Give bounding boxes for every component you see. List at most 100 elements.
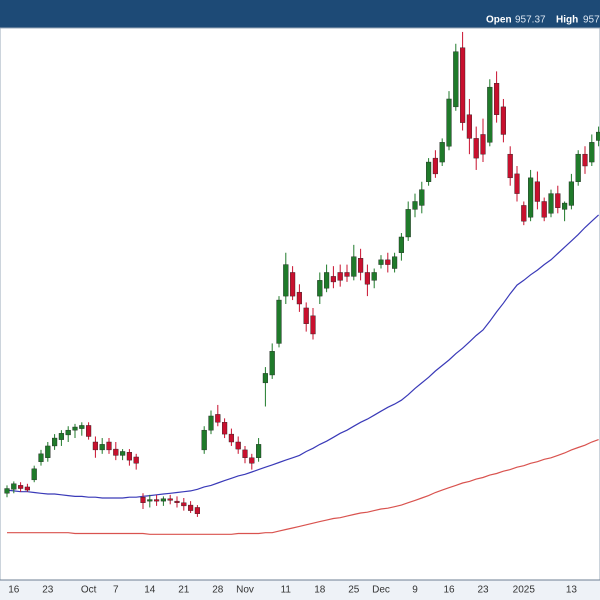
candle-body xyxy=(85,425,92,437)
x-tick-label: 18 xyxy=(314,585,326,596)
x-tick-label: 14 xyxy=(144,585,156,596)
candle-body xyxy=(262,373,269,384)
candle-body xyxy=(378,259,384,265)
candle-body xyxy=(303,307,309,324)
x-tick-label: 2025 xyxy=(513,585,536,596)
moving-average-line xyxy=(7,439,599,535)
candle-body xyxy=(45,445,51,458)
candle-body xyxy=(494,82,500,115)
candle-body xyxy=(174,500,180,503)
candle-body xyxy=(344,272,350,277)
candle-body xyxy=(514,173,520,194)
candle-body xyxy=(358,258,364,273)
candle-body xyxy=(460,47,466,123)
candle-body xyxy=(364,272,371,285)
candle-body xyxy=(330,276,337,283)
candle-body xyxy=(140,497,146,503)
candle-body xyxy=(290,272,296,297)
candle-body xyxy=(371,272,377,281)
candle-body xyxy=(235,441,241,450)
candle-body xyxy=(153,499,160,502)
candle-body xyxy=(317,280,323,297)
moving-average-line xyxy=(6,214,600,499)
candle-body xyxy=(405,209,411,238)
candle-body xyxy=(487,86,493,143)
candle-body xyxy=(92,441,99,451)
candle-body xyxy=(18,485,24,489)
candle-body xyxy=(562,202,568,210)
candle-body xyxy=(351,256,357,277)
candle-body xyxy=(582,153,588,167)
candle-body xyxy=(507,153,513,179)
x-tick-label: Dec xyxy=(372,585,390,596)
x-tick-label: 16 xyxy=(443,585,455,596)
x-tick-label: 28 xyxy=(212,585,224,596)
candle-body xyxy=(426,161,432,182)
candle-body xyxy=(194,507,201,514)
candle-body xyxy=(324,272,330,289)
candle-body xyxy=(228,433,235,443)
candle-body xyxy=(256,444,262,458)
candle-body xyxy=(208,415,214,431)
candle-body xyxy=(541,201,547,218)
candle-body xyxy=(79,425,85,429)
candle-body xyxy=(466,114,473,139)
candle-body xyxy=(473,138,479,159)
candle-body xyxy=(296,291,303,305)
candle-body xyxy=(11,483,17,490)
high-label: High xyxy=(556,15,578,26)
candle-body xyxy=(589,142,595,163)
candle-body xyxy=(534,181,541,202)
x-tick-label: Nov xyxy=(236,585,254,596)
candle-body xyxy=(221,422,228,435)
candle-body xyxy=(446,98,452,147)
candle-body xyxy=(99,444,105,451)
candle-body xyxy=(38,453,44,462)
candle-body xyxy=(106,441,112,451)
candle-body xyxy=(521,205,527,222)
candle-body xyxy=(500,106,507,135)
candle-body xyxy=(548,193,554,214)
candle-body xyxy=(167,498,173,501)
candle-body xyxy=(528,177,534,218)
candle-body xyxy=(215,414,221,423)
candle-body xyxy=(453,51,459,108)
candle-body xyxy=(52,437,58,447)
candle-body xyxy=(398,236,405,253)
candle-body xyxy=(439,142,445,163)
candle-body xyxy=(575,153,581,182)
candle-body xyxy=(126,452,133,461)
high-value: 957 xyxy=(583,15,600,26)
x-tick-label: 7 xyxy=(113,585,119,596)
candle-body xyxy=(412,201,418,210)
candle-body xyxy=(147,499,153,502)
candle-body xyxy=(65,429,71,436)
x-tick-label: Oct xyxy=(81,585,97,596)
x-axis-band xyxy=(0,580,600,600)
candle-body xyxy=(596,131,600,141)
candle-body xyxy=(160,498,167,502)
candle-body xyxy=(310,315,316,335)
candle-body xyxy=(283,264,289,297)
candle-body xyxy=(269,351,275,376)
candle-body xyxy=(24,486,31,491)
candle-body xyxy=(480,134,486,155)
x-tick-label: 23 xyxy=(477,585,489,596)
candle-body xyxy=(392,256,398,269)
candle-body xyxy=(31,468,37,481)
x-tick-label: 13 xyxy=(566,585,578,596)
candle-body xyxy=(72,426,78,431)
header-bar xyxy=(0,0,600,28)
candle-body xyxy=(555,193,561,208)
open-value: 957.37 xyxy=(515,15,546,26)
candle-body xyxy=(242,449,248,458)
candle-body xyxy=(385,259,391,265)
x-tick-label: 16 xyxy=(8,585,20,596)
candle-body xyxy=(201,429,207,451)
candle-body xyxy=(133,456,139,464)
candle-body xyxy=(568,181,575,206)
candle-body xyxy=(337,272,343,281)
candle-body xyxy=(4,488,10,494)
candle-body xyxy=(113,448,119,456)
